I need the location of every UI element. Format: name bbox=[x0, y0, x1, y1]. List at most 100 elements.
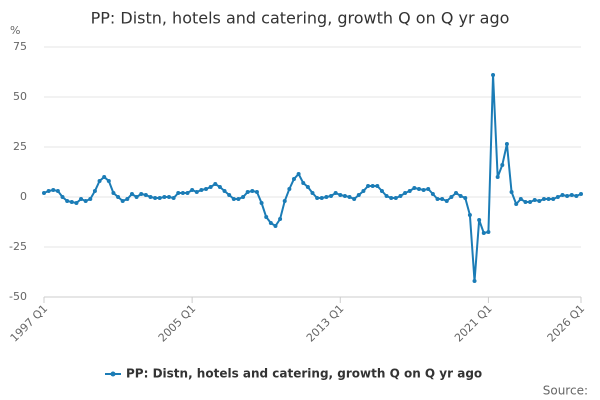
data-point bbox=[384, 194, 389, 198]
data-point bbox=[495, 175, 500, 179]
data-point bbox=[504, 142, 509, 146]
data-point bbox=[444, 199, 449, 203]
data-point bbox=[403, 191, 408, 195]
data-point bbox=[454, 191, 459, 195]
data-point bbox=[352, 197, 357, 201]
data-point bbox=[389, 196, 394, 200]
data-point bbox=[426, 187, 431, 191]
data-point bbox=[42, 191, 46, 195]
data-point bbox=[194, 190, 199, 194]
data-point bbox=[310, 191, 315, 195]
data-point bbox=[190, 188, 195, 192]
data-point bbox=[106, 179, 111, 183]
y-tick-label: 0 bbox=[20, 190, 27, 203]
data-point bbox=[569, 193, 574, 197]
data-point bbox=[46, 189, 51, 193]
data-point bbox=[407, 189, 412, 193]
data-point bbox=[222, 189, 227, 193]
data-point bbox=[60, 195, 65, 199]
data-point bbox=[509, 190, 514, 194]
data-point bbox=[287, 187, 292, 191]
data-point bbox=[329, 194, 334, 198]
chart-title: PP: Distn, hotels and catering, growth Q… bbox=[91, 9, 510, 28]
data-point bbox=[83, 199, 88, 203]
x-tick-label: 2013 Q1 bbox=[304, 302, 347, 345]
data-point bbox=[537, 199, 542, 203]
data-point bbox=[324, 195, 329, 199]
data-point bbox=[551, 197, 556, 201]
data-point bbox=[440, 197, 445, 201]
data-point bbox=[208, 185, 213, 189]
data-point bbox=[120, 199, 125, 203]
data-point bbox=[546, 197, 551, 201]
data-point bbox=[481, 231, 486, 235]
data-point bbox=[532, 198, 537, 202]
data-point bbox=[227, 193, 232, 197]
data-point bbox=[111, 191, 116, 195]
data-point bbox=[319, 196, 324, 200]
data-point bbox=[259, 201, 264, 205]
data-point bbox=[231, 197, 236, 201]
data-point bbox=[273, 224, 278, 228]
data-point bbox=[97, 179, 102, 183]
data-point bbox=[176, 191, 181, 195]
data-point bbox=[171, 196, 176, 200]
data-point bbox=[398, 194, 403, 198]
data-point bbox=[523, 200, 528, 204]
data-point bbox=[574, 194, 579, 198]
data-point bbox=[301, 181, 306, 185]
data-point bbox=[51, 188, 56, 192]
data-point bbox=[421, 188, 426, 192]
data-point bbox=[204, 187, 209, 191]
data-point bbox=[74, 201, 79, 205]
data-point bbox=[361, 189, 366, 193]
data-point bbox=[291, 177, 296, 181]
data-point bbox=[514, 202, 519, 206]
x-tick-label: 2005 Q1 bbox=[156, 302, 199, 345]
data-point bbox=[148, 195, 153, 199]
data-point bbox=[55, 189, 60, 193]
data-point bbox=[467, 213, 472, 217]
data-point bbox=[162, 195, 167, 199]
data-point bbox=[250, 189, 255, 193]
data-point bbox=[458, 194, 463, 198]
data-point bbox=[366, 184, 371, 188]
data-point bbox=[315, 196, 320, 200]
y-tick-label: -25 bbox=[9, 240, 27, 253]
data-point bbox=[157, 196, 162, 200]
data-point bbox=[245, 190, 250, 194]
data-point bbox=[393, 196, 398, 200]
data-point bbox=[264, 215, 269, 219]
data-point bbox=[296, 172, 301, 176]
data-point bbox=[565, 194, 570, 198]
data-point bbox=[555, 195, 560, 199]
data-point bbox=[213, 182, 218, 186]
data-point bbox=[241, 195, 246, 199]
data-point bbox=[347, 195, 352, 199]
data-point bbox=[560, 193, 565, 197]
y-tick-label: 75 bbox=[13, 40, 27, 53]
data-point bbox=[435, 197, 440, 201]
x-tick-label: 2026 Q1 bbox=[545, 302, 588, 345]
x-tick-label: 1997 Q1 bbox=[8, 302, 51, 345]
data-point bbox=[342, 194, 347, 198]
data-point bbox=[449, 195, 454, 199]
data-point bbox=[541, 197, 546, 201]
data-point bbox=[129, 192, 134, 196]
data-point bbox=[268, 221, 273, 225]
data-point bbox=[199, 188, 204, 192]
data-point bbox=[88, 197, 93, 201]
data-point bbox=[338, 193, 343, 197]
data-point bbox=[412, 186, 417, 190]
data-point bbox=[69, 200, 74, 204]
data-point bbox=[528, 200, 533, 204]
data-point bbox=[278, 217, 283, 221]
y-tick-label: 25 bbox=[13, 140, 27, 153]
data-point bbox=[579, 192, 583, 196]
data-point bbox=[356, 193, 361, 197]
data-point bbox=[430, 192, 435, 196]
y-unit: % bbox=[10, 24, 20, 37]
data-point bbox=[65, 199, 70, 203]
data-point bbox=[375, 184, 380, 188]
data-point bbox=[236, 197, 241, 201]
